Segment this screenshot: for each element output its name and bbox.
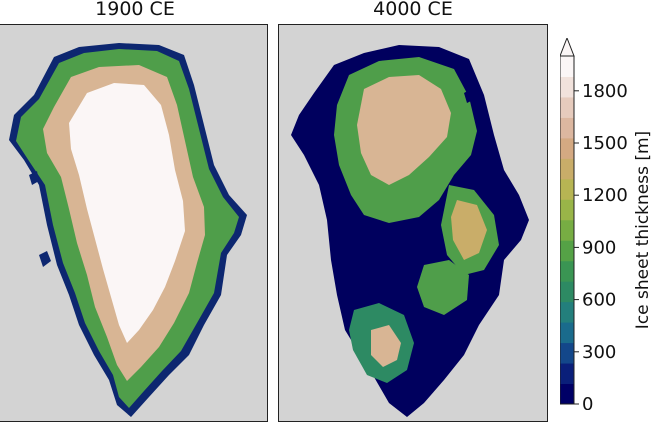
colorbar-tick-label: 300 [582,342,616,363]
colorbar-segment [560,383,574,405]
colorbar-segment [560,199,574,221]
panel-title-4000: 4000 CE [373,0,453,20]
colorbar-segment [560,301,574,323]
greenland-map-4000 [279,25,547,421]
colorbar-segment [560,240,574,262]
colorbar-segments [560,56,574,405]
colorbar: 0 300 600 900 1200 1500 1800 Ice sheet thickne… [560,38,653,410]
panel-title-1900: 1900 CE [95,0,175,20]
colorbar-segment [560,56,574,77]
colorbar-tick-label: 1200 [582,185,628,206]
colorbar-tick-label: 1800 [582,81,628,102]
colorbar-tick-label: 0 [582,394,593,410]
colorbar-segment [560,96,574,118]
island-4000-b [475,117,484,129]
colorbar-segment [560,219,574,241]
colorbar-label: Ice sheet thickness [m] [633,131,653,329]
map-panel-1900 [0,24,268,422]
island-1900-b [29,171,39,185]
colorbar-tick-label: 600 [582,290,616,311]
colorbar-segment [560,137,574,159]
colorbar-extend-arrow [560,38,575,57]
colorbar-segment [560,117,574,139]
ice-central-4000 [417,260,469,315]
colorbar-ticks: 0 300 600 900 1200 1500 1800 [574,81,628,410]
colorbar-segment [560,76,574,98]
colorbar-segment [560,178,574,200]
ice-south-mid-4000 [371,325,401,367]
colorbar-segment [560,158,574,180]
colorbar-tick-label: 1500 [582,133,628,154]
colorbar-tick-label: 900 [582,237,616,258]
ice-east-mid-4000 [451,200,487,260]
island-4000-a [464,89,475,103]
colorbar-outline [560,55,575,405]
colorbar-segment [560,260,574,282]
colorbar-segment [560,363,574,385]
map-panel-4000 [278,24,548,422]
colorbar-segment [560,281,574,303]
colorbar-segment [560,322,574,344]
island-1900-a [39,251,51,267]
colorbar-segment [560,342,574,364]
greenland-map-1900 [0,25,267,421]
ice-north-mid-4000 [357,75,451,185]
ice-high-1900 [69,83,185,343]
